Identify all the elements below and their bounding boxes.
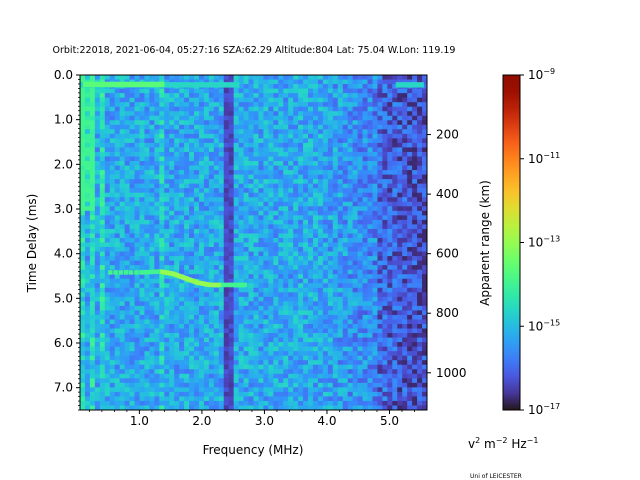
- credit-text: Uni of LEICESTER: [470, 473, 522, 480]
- colorbar-tick-label: 10−11: [528, 151, 560, 166]
- echo-trace-cell: [242, 282, 248, 288]
- echo-trace-cell: [223, 282, 229, 288]
- echo-trace-cell: [239, 282, 244, 288]
- echo-trace-cell: [128, 270, 134, 275]
- echo-trace-cell: [236, 282, 241, 288]
- heatmap-cells: [80, 75, 427, 410]
- y-tick-label: 1.0: [54, 113, 73, 127]
- x-tick-label: 2.0: [192, 414, 211, 428]
- echo-trace-cell: [211, 282, 216, 288]
- colorbar-tick-label: 10−13: [528, 235, 560, 250]
- x-tick-label: 5.0: [380, 414, 399, 428]
- echo-trace-cell: [220, 282, 226, 288]
- y2-tick-label: 200: [436, 128, 459, 142]
- echo-trace-cell: [113, 270, 118, 275]
- echo-trace-cell: [151, 269, 157, 275]
- echo-trace-cell: [208, 282, 213, 288]
- echo-trace-cell: [233, 282, 238, 288]
- echo-trace-cell: [230, 282, 235, 288]
- x-tick-label: 1.0: [130, 414, 149, 428]
- x-tick-label: 4.0: [317, 414, 336, 428]
- echo-trace-cell: [139, 270, 144, 275]
- echo-trace-cell: [118, 270, 124, 275]
- x-tick-label: 3.0: [255, 414, 274, 428]
- echo-trace-cell: [134, 270, 139, 275]
- echo-trace-cell: [148, 269, 154, 275]
- echo-trace-cell: [226, 282, 232, 288]
- echo-trace-cell: [108, 270, 113, 275]
- colorbar-ticks: 10−17 10−15 10−13 10−11 10−9: [520, 67, 560, 417]
- y-tick-label: 3.0: [54, 202, 73, 216]
- y-tick-label: 7.0: [54, 381, 73, 395]
- echo-trace-cell: [155, 269, 160, 274]
- echo-trace: [108, 269, 248, 288]
- y-tick-label: 5.0: [54, 291, 73, 305]
- x-axis: 1.0 2.0 3.0 4.0 5.0: [88, 410, 415, 428]
- y2-tick-label: 800: [436, 306, 459, 320]
- colorbar: [502, 74, 521, 411]
- y-axis-label: Time Delay (ms): [25, 194, 39, 294]
- echo-trace-cell: [217, 282, 223, 288]
- chart-title: Orbit:22018, 2021-06-04, 05:27:16 SZA:62…: [53, 45, 456, 56]
- y-tick-label: 0.0: [54, 68, 73, 82]
- colorbar-tick-label: 10−17: [528, 402, 560, 417]
- echo-trace-cell: [142, 270, 147, 275]
- y2-tick-label: 1000: [436, 366, 467, 380]
- y2-axis-label: Apparent range (km): [478, 180, 492, 306]
- y-tick-label: 2.0: [54, 157, 73, 171]
- y-tick-label: 6.0: [54, 336, 73, 350]
- y2-tick-label: 400: [436, 187, 459, 201]
- echo-trace-cell: [145, 269, 151, 275]
- echo-trace-cell: [123, 270, 129, 275]
- colorbar-tick-label: 10−9: [528, 67, 555, 82]
- x-axis-label: Frequency (MHz): [203, 443, 304, 457]
- colorbar-tick-label: 10−15: [528, 318, 560, 333]
- y-axis: 0.0 1.0 2.0 3.0 4.0 5.0 6.0 7.0: [54, 68, 80, 411]
- echo-trace-cell: [214, 282, 219, 288]
- y-tick-label: 4.0: [54, 247, 73, 261]
- colorbar-units: v2 m−2 Hz−1: [468, 436, 538, 451]
- y2-tick-label: 600: [436, 247, 459, 261]
- y2-axis: 200 400 600 800 1000: [427, 128, 467, 380]
- plot-frame: [79, 74, 428, 411]
